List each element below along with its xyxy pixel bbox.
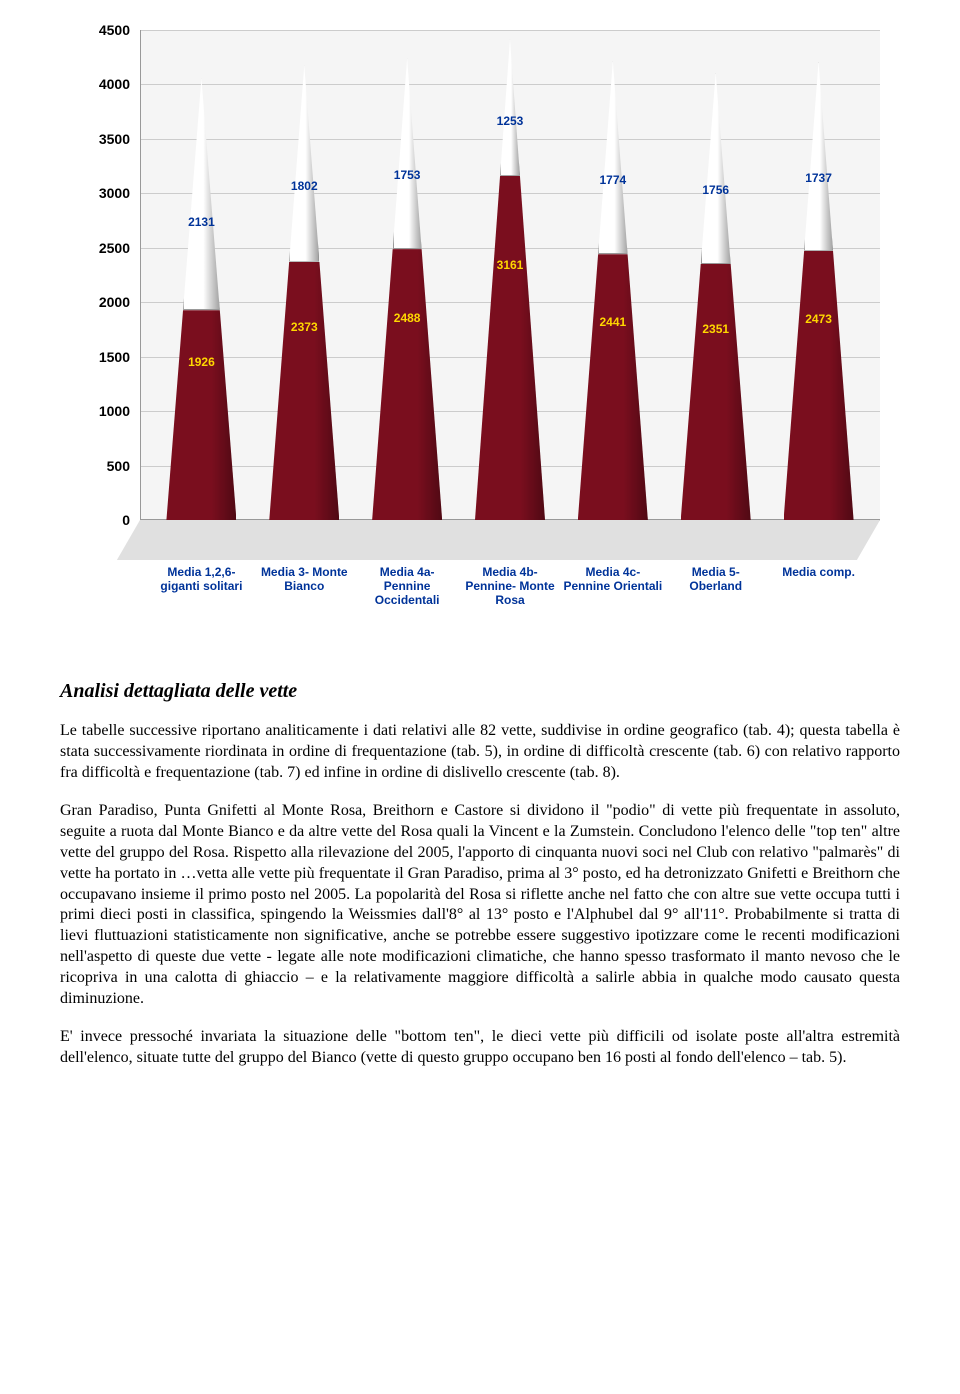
cone: 1756 2351 (681, 73, 751, 520)
y-tick-label: 4500 (60, 22, 130, 38)
x-category-label: Media comp. (769, 565, 869, 579)
y-tick-label: 3000 (60, 185, 130, 201)
lower-value-label: 2441 (599, 315, 626, 329)
paragraph-1: Le tabelle successive riportano analitic… (60, 721, 900, 783)
upper-value-label: 1753 (394, 168, 421, 182)
x-category-label: Media 4b- Pennine- Monte Rosa (460, 565, 560, 607)
cone: 1753 2488 (372, 58, 442, 520)
paragraph-2: Gran Paradiso, Punta Gnifetti al Monte R… (60, 801, 900, 1009)
lower-value-label: 2351 (702, 322, 729, 336)
section-heading: Analisi dettagliata delle vette (60, 680, 900, 703)
upper-value-label: 1774 (599, 173, 626, 187)
upper-value-label: 2131 (188, 215, 215, 229)
lower-value-label: 2373 (291, 320, 318, 334)
y-tick-label: 1500 (60, 349, 130, 365)
body-text: Analisi dettagliata delle vette Le tabel… (60, 680, 900, 1069)
upper-value-label: 1802 (291, 179, 318, 193)
lower-value-label: 3161 (497, 258, 524, 272)
y-tick-label: 4000 (60, 76, 130, 92)
lower-value-label: 2488 (394, 311, 421, 325)
chart-floor (117, 520, 880, 560)
y-tick-label: 2000 (60, 294, 130, 310)
y-tick-label: 2500 (60, 240, 130, 256)
y-axis: 050010001500200025003000350040004500 (60, 30, 135, 520)
cone-chart: 0 500 1000 1500 2000 2500 3000 3500 4000 4500 213… (60, 20, 900, 640)
cones-area: 2131 1926 1802 2373 1753 2488 1253 3161 1774 2441… (150, 30, 870, 520)
lower-value-label: 1926 (188, 355, 215, 369)
x-category-label: Media 3- Monte Bianco (254, 565, 354, 593)
lower-value-label: 2473 (805, 312, 832, 326)
y-tick-label: 1000 (60, 403, 130, 419)
x-category-label: Media 1,2,6- giganti solitari (151, 565, 251, 593)
y-tick-label: 0 (60, 512, 130, 528)
cone: 2131 1926 (166, 78, 236, 520)
y-tick-label: 3500 (60, 131, 130, 147)
cone: 1737 2473 (784, 62, 854, 520)
upper-value-label: 1756 (702, 183, 729, 197)
x-category-label: Media 4a- Pennine Occidentali (357, 565, 457, 607)
cone: 1253 3161 (475, 39, 545, 520)
upper-value-label: 1737 (805, 171, 832, 185)
cone: 1802 2373 (269, 65, 339, 520)
paragraph-3: E' invece pressoché invariata la situazi… (60, 1027, 900, 1069)
upper-value-label: 1253 (497, 114, 524, 128)
cone: 1774 2441 (578, 61, 648, 520)
y-tick-label: 500 (60, 458, 130, 474)
x-category-label: Media 5- Oberland (666, 565, 766, 593)
x-category-label: Media 4c- Pennine Orientali (563, 565, 663, 593)
